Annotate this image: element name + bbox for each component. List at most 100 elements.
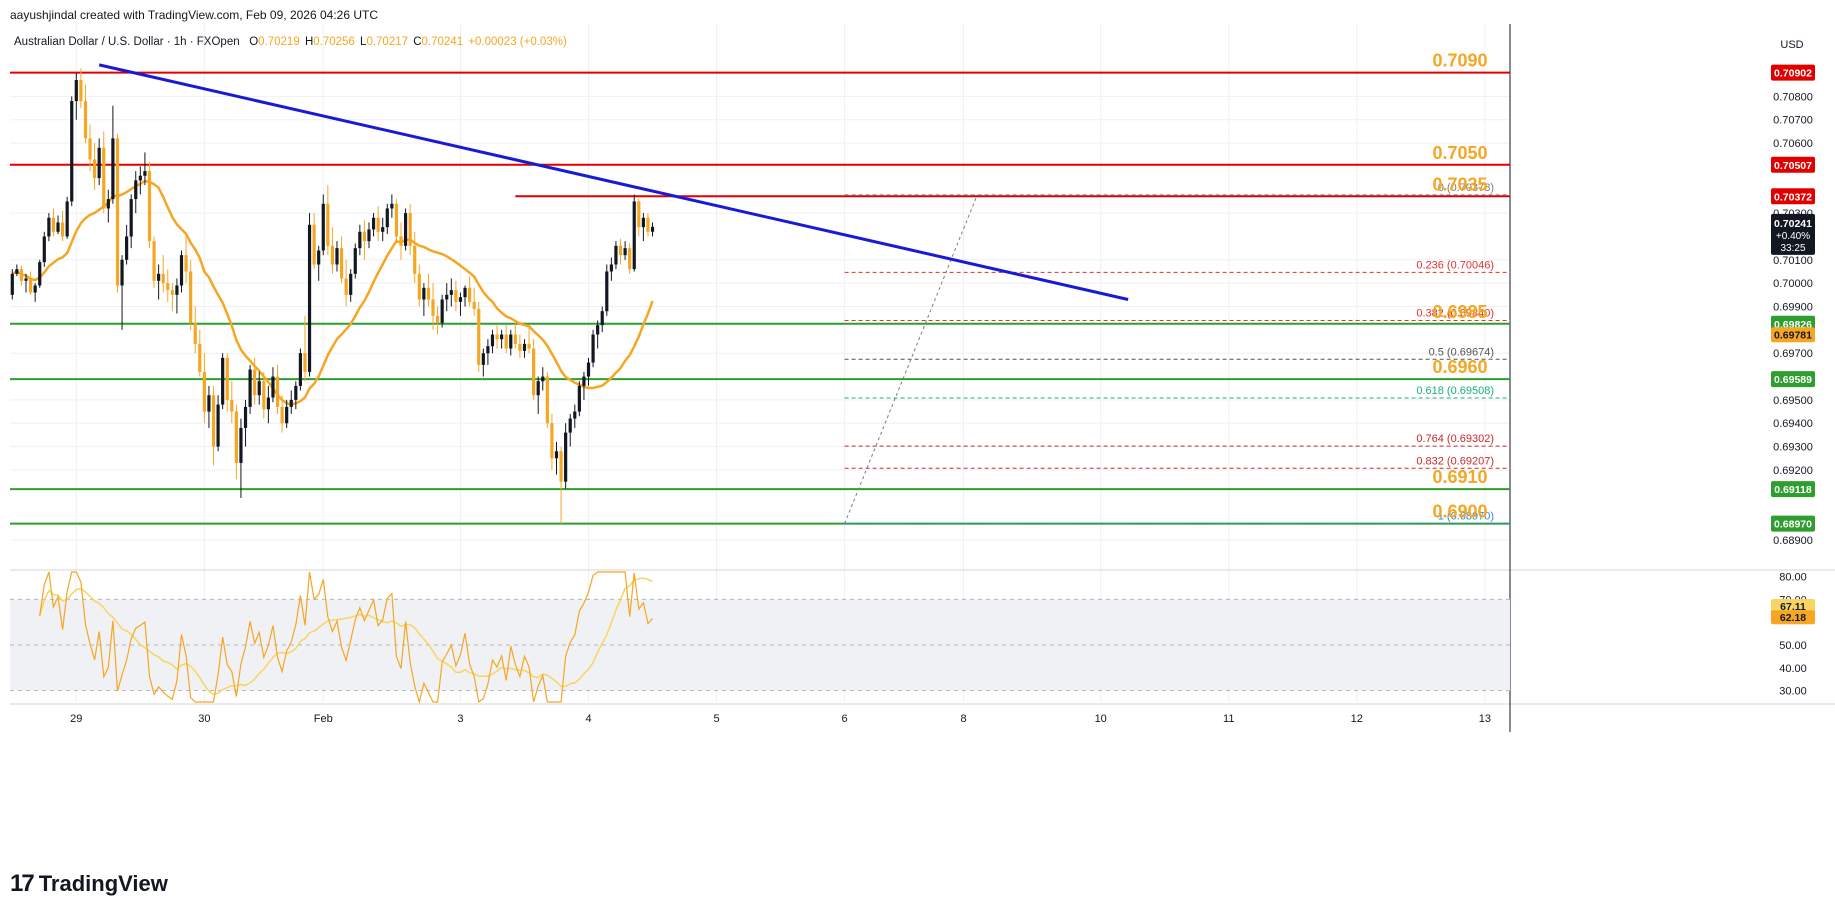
candle-body [591,334,595,363]
candle-body [637,201,641,228]
open-label: O [249,36,259,48]
price-tick-label: 0.69700 [1773,348,1813,360]
candle-body [317,250,321,265]
candle-body [70,101,74,202]
tradingview-logo-icon: 17 [10,870,35,897]
level-axis-badge [1771,188,1815,205]
candle-body [518,343,522,351]
candle-body [83,101,88,139]
level-axis-label: 0.68970 [1774,519,1812,531]
candle-body [179,255,184,286]
candle-body [285,406,289,424]
symbol-title: Australian Dollar / U.S. Dollar · 1h · F… [14,36,240,48]
ma-axis-label: 0.69781 [1774,329,1812,341]
time-tick-label: 30 [198,713,210,725]
open-value: 0.70219 [258,36,300,48]
candle-body [38,262,42,286]
level-axis-badge [1771,481,1815,498]
candle-body [600,311,604,326]
rsi-tick-label: 30.00 [1779,686,1807,698]
time-tick-label: 6 [842,713,848,725]
price-tick-label: 0.70100 [1773,255,1813,267]
time-tick-label: Feb [314,713,333,725]
rsi-tick-label: 80.00 [1779,572,1807,584]
candle-body [47,217,51,237]
candle-body [161,273,165,284]
price-tick-label: 0.69900 [1773,302,1813,314]
candle-body [166,283,170,291]
candle-body [147,171,152,242]
time-tick-label: 3 [457,713,463,725]
candle-body [253,369,257,396]
time-tick-label: 13 [1479,713,1491,725]
rsi-tick-label: 40.00 [1779,663,1807,675]
candle-body [143,171,147,176]
candle-body [266,397,270,410]
level-axis-label: 0.70507 [1774,160,1812,172]
last-price-label: 0.70241 [1774,218,1812,230]
tradingview-logo[interactable]: 17 TradingView [10,870,168,898]
fib-label: 0.236 (0.70046) [1416,259,1494,271]
level-axis-label: 0.70372 [1774,191,1812,203]
candle-body [431,299,435,316]
price-axis[interactable]: USD0.708000.707000.706000.703000.701000.… [1771,39,1815,698]
rsi-tick-label: 50.00 [1779,640,1807,652]
candle-body [490,334,495,347]
change-value: +0.00023 (+0.03%) [468,36,567,48]
candle-body [198,343,202,372]
candle-body [532,348,536,396]
candle-body [582,376,586,386]
candle-body [349,273,353,295]
candle-body [56,222,60,232]
candle-body [513,334,517,344]
candle-body [358,231,362,249]
candles [10,68,655,524]
candle-body [650,226,655,232]
candle-body [468,287,472,302]
candle-body [307,224,312,372]
candle-body [184,255,188,272]
candle-body [399,236,403,246]
candle-body [138,175,142,181]
brand-name: TradingView [38,871,168,896]
candle-body [262,381,266,410]
rsi-value-badge [1771,598,1815,613]
level-axis-badge [1771,64,1815,81]
close-value: 0.70241 [421,36,464,48]
candle-body [216,404,220,447]
candle-body [454,290,458,302]
candle-body [463,287,467,298]
level-axis-badge [1771,156,1815,173]
level-label: 0.7090 [1432,51,1487,71]
candle-body [426,287,431,300]
price-tick-label: 0.70800 [1773,91,1813,103]
candle-body [257,381,261,396]
ma-axis-badge [1771,327,1815,343]
candle-body [449,290,453,295]
level-label: 0.7050 [1432,143,1487,163]
time-tick-label: 29 [70,713,82,725]
currency-label: USD [1780,39,1803,51]
candle-body [170,290,174,295]
price-tick-label: 0.69500 [1773,395,1813,407]
rsi-ma-label: 62.18 [1780,612,1806,624]
candle-body [298,353,302,386]
candle-body [51,217,56,232]
candle-body [225,357,229,400]
level-labels: 0.7090 0.7050 0.7035 0.6985 0.6960 0.6910 0.69… [1432,51,1487,522]
candle-body [586,362,591,377]
candle-body [422,287,426,300]
rsi-ma-line [38,577,653,696]
time-axis[interactable]: 29 30 Feb 3 4 5 6 8 10 11 12 13 [70,713,1491,725]
candle-body [157,273,161,281]
candle-body [509,334,513,349]
candle-body [189,271,193,323]
candle-body [522,343,527,351]
price-tick-label: 0.69300 [1773,442,1813,454]
time-tick-label: 8 [960,713,966,725]
candle-body [477,308,481,365]
candle-body [335,248,339,265]
candle-body [230,399,234,412]
time-tick-label: 11 [1223,713,1234,725]
